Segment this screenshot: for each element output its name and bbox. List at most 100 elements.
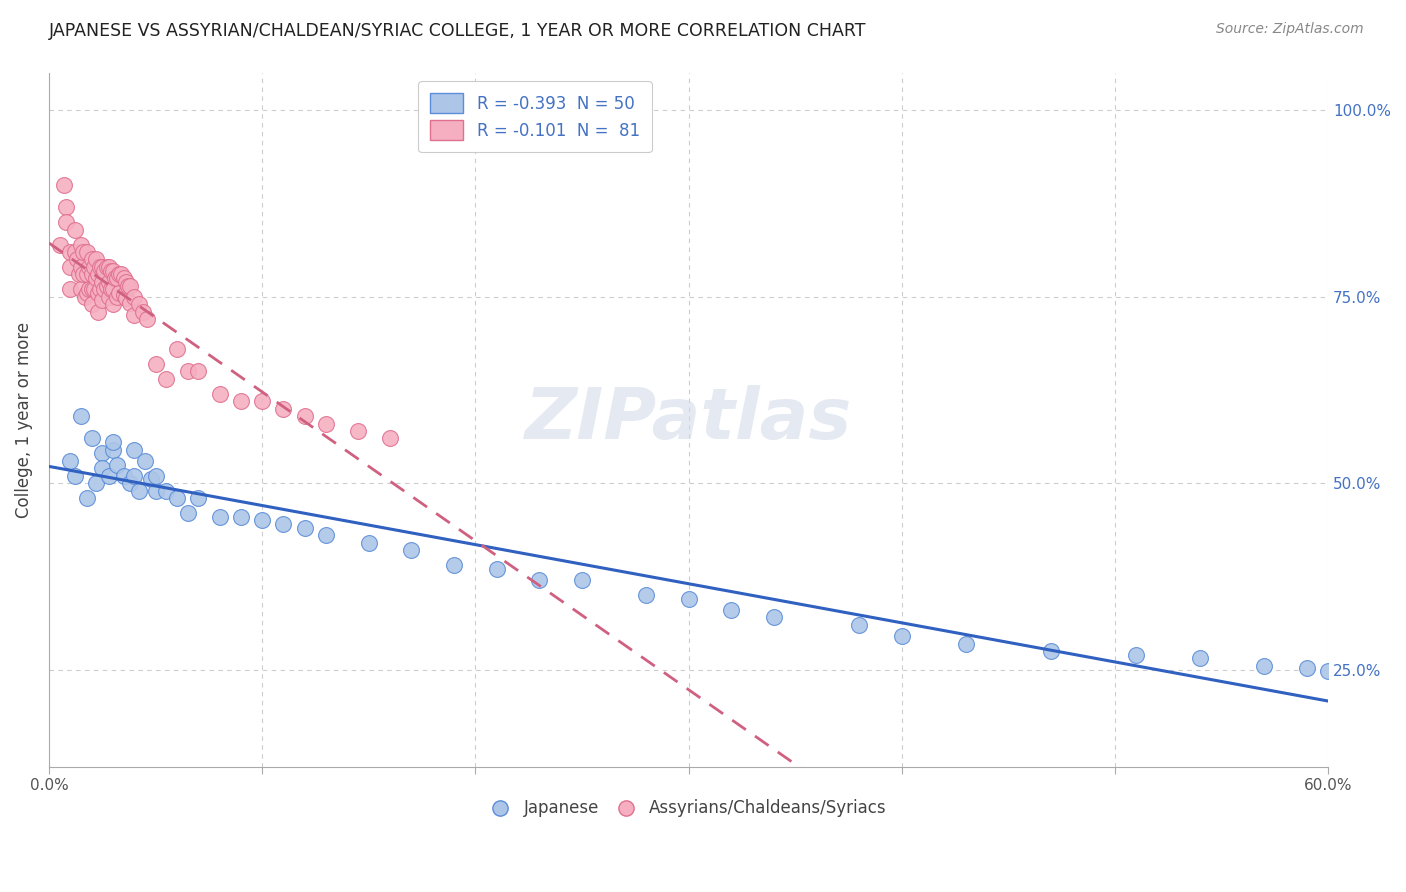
- Point: [229, 394, 252, 409]
- Point: [112, 288, 135, 302]
- Point: [110, 268, 132, 282]
- Point: [166, 342, 188, 356]
- Point: [87, 304, 110, 318]
- Point: [155, 372, 177, 386]
- Point: [1295, 661, 1317, 675]
- Point: [91, 275, 114, 289]
- Point: [80, 297, 103, 311]
- Y-axis label: College, 1 year or more: College, 1 year or more: [15, 322, 32, 518]
- Point: [70, 237, 93, 252]
- Point: [166, 491, 188, 505]
- Point: [76, 268, 98, 282]
- Point: [79, 282, 101, 296]
- Point: [357, 536, 380, 550]
- Point: [176, 506, 198, 520]
- Point: [848, 618, 870, 632]
- Point: [112, 271, 135, 285]
- Point: [250, 513, 273, 527]
- Point: [59, 282, 82, 296]
- Point: [80, 252, 103, 267]
- Point: [145, 357, 167, 371]
- Point: [294, 521, 316, 535]
- Point: [55, 200, 77, 214]
- Point: [84, 252, 107, 267]
- Point: [134, 454, 156, 468]
- Point: [128, 483, 150, 498]
- Point: [145, 483, 167, 498]
- Point: [678, 591, 700, 606]
- Point: [76, 285, 98, 300]
- Point: [187, 491, 209, 505]
- Point: [63, 244, 86, 259]
- Point: [485, 562, 508, 576]
- Point: [96, 260, 118, 274]
- Text: ZIPatlas: ZIPatlas: [524, 385, 852, 454]
- Point: [634, 588, 657, 602]
- Point: [72, 244, 94, 259]
- Point: [315, 417, 337, 431]
- Point: [132, 304, 155, 318]
- Point: [80, 431, 103, 445]
- Point: [108, 268, 131, 282]
- Point: [529, 573, 551, 587]
- Point: [70, 282, 93, 296]
- Point: [105, 271, 128, 285]
- Point: [108, 285, 131, 300]
- Point: [136, 312, 159, 326]
- Point: [890, 629, 912, 643]
- Point: [96, 278, 118, 293]
- Point: [93, 263, 115, 277]
- Point: [118, 295, 141, 310]
- Point: [1253, 659, 1275, 673]
- Point: [122, 468, 145, 483]
- Point: [79, 260, 101, 274]
- Point: [89, 260, 111, 274]
- Point: [117, 278, 139, 293]
- Point: [87, 285, 110, 300]
- Point: [114, 275, 136, 289]
- Point: [59, 244, 82, 259]
- Point: [1317, 664, 1340, 678]
- Point: [80, 282, 103, 296]
- Point: [401, 543, 423, 558]
- Point: [91, 446, 114, 460]
- Point: [97, 290, 120, 304]
- Point: [104, 271, 127, 285]
- Point: [105, 290, 128, 304]
- Point: [83, 282, 105, 296]
- Point: [59, 454, 82, 468]
- Point: [101, 263, 124, 277]
- Point: [75, 290, 97, 304]
- Point: [208, 386, 231, 401]
- Text: Source: ZipAtlas.com: Source: ZipAtlas.com: [1216, 22, 1364, 37]
- Point: [122, 442, 145, 457]
- Point: [208, 509, 231, 524]
- Point: [128, 297, 150, 311]
- Point: [100, 282, 122, 296]
- Point: [70, 409, 93, 423]
- Point: [87, 268, 110, 282]
- Point: [176, 364, 198, 378]
- Point: [141, 472, 163, 486]
- Point: [72, 268, 94, 282]
- Point: [155, 483, 177, 498]
- Point: [91, 293, 114, 308]
- Point: [273, 517, 295, 532]
- Point: [70, 260, 93, 274]
- Point: [101, 435, 124, 450]
- Point: [101, 282, 124, 296]
- Point: [97, 260, 120, 274]
- Point: [101, 297, 124, 311]
- Point: [76, 491, 98, 505]
- Point: [100, 263, 122, 277]
- Point: [59, 260, 82, 274]
- Point: [112, 468, 135, 483]
- Point: [118, 476, 141, 491]
- Point: [315, 528, 337, 542]
- Point: [571, 573, 593, 587]
- Point: [720, 603, 742, 617]
- Point: [66, 252, 89, 267]
- Point: [273, 401, 295, 416]
- Point: [76, 244, 98, 259]
- Point: [250, 394, 273, 409]
